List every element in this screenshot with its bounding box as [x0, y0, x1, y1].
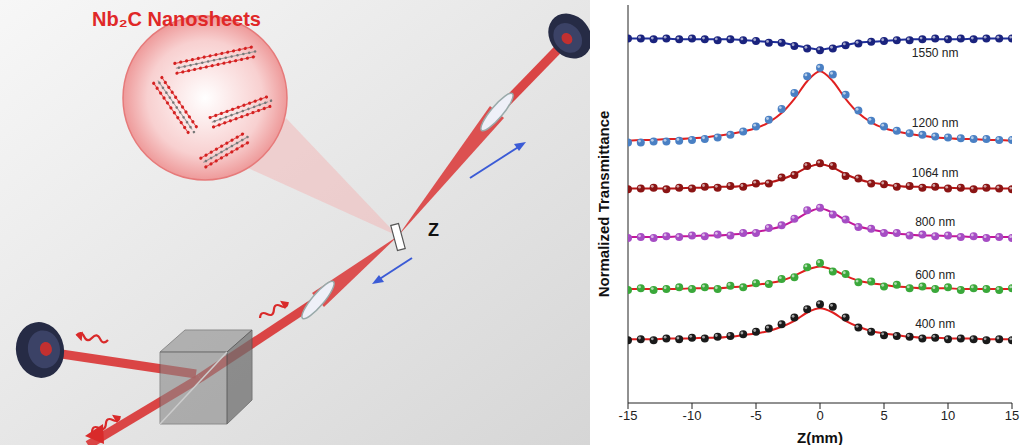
svg-text:-10: -10 [683, 408, 702, 423]
svg-text:-15: -15 [619, 408, 638, 423]
svg-text:-5: -5 [750, 408, 762, 423]
svg-text:600 nm: 600 nm [915, 268, 955, 282]
svg-text:Nb₂C Nanosheets: Nb₂C Nanosheets [92, 8, 261, 30]
svg-text:1200 nm: 1200 nm [912, 116, 959, 130]
svg-text:1064 nm: 1064 nm [912, 166, 959, 180]
svg-text:10: 10 [941, 408, 955, 423]
svg-text:15: 15 [1005, 408, 1019, 423]
svg-text:5: 5 [880, 408, 887, 423]
svg-text:Z: Z [428, 220, 439, 240]
svg-text:0: 0 [816, 408, 823, 423]
svg-text:Z(mm): Z(mm) [797, 429, 843, 445]
svg-text:400 nm: 400 nm [915, 317, 955, 331]
svg-text:800 nm: 800 nm [915, 215, 955, 229]
svg-text:1550 nm: 1550 nm [912, 46, 959, 60]
svg-text:Normalized Transmittance: Normalized Transmittance [595, 111, 612, 298]
